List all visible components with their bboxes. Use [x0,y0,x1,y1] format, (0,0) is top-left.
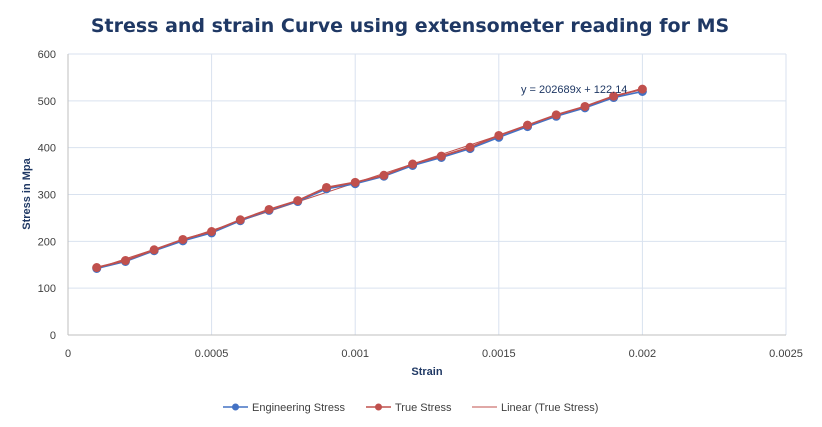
data-point [523,120,533,130]
y-tick-label: 300 [38,190,56,202]
y-tick-labels: 0 100 200 300 400 500 600 [38,49,56,342]
legend-item: Linear (True Stress) [472,402,598,414]
legend-swatch-marker [375,403,382,411]
legend-item: True Stress [366,402,452,414]
x-tick-label: 0 [65,348,71,360]
legend-label: Linear (True Stress) [501,402,598,414]
trendline-equation: y = 202689x + 122.14 [521,84,627,96]
series-engineering-stress [92,86,647,273]
x-tick-label: 0.0005 [195,348,229,360]
legend-label: True Stress [395,402,452,414]
x-tick-label: 0.002 [629,348,657,360]
y-tick-label: 600 [38,49,56,61]
y-tick-label: 500 [38,96,56,108]
axes [67,54,786,336]
data-point [408,159,418,169]
y-tick-label: 400 [38,143,56,155]
data-point [235,215,245,225]
data-point [637,84,647,94]
data-point [436,151,446,161]
data-point [120,256,130,266]
x-tick-labels: 0 0.0005 0.001 0.0015 0.002 0.0025 [65,348,803,360]
y-tick-label: 200 [38,236,56,248]
gridlines [68,53,787,335]
data-point [379,170,389,180]
legend-swatch-marker [232,403,239,411]
y-tick-label: 0 [50,330,56,342]
x-tick-label: 0.0015 [482,348,516,360]
series-line [96,90,643,270]
data-point [293,196,303,206]
legend-label: Engineering Stress [252,402,345,414]
y-tick-label: 100 [38,283,56,295]
legend-item: Engineering Stress [223,402,345,414]
data-point [465,142,475,152]
data-point [494,130,504,140]
x-tick-label: 0.001 [341,348,369,360]
series-true-stress [92,84,647,273]
legend: Engineering Stress True Stress Linear (Tru… [223,402,598,414]
data-point [264,204,274,214]
data-point [350,177,360,187]
data-point [609,91,619,101]
data-point [207,226,217,236]
series-line [96,88,643,269]
series-layer [92,84,647,273]
data-point [580,101,590,111]
y-axis-label: Stress in Mpa [21,157,33,229]
data-point [149,245,159,255]
x-axis-label: Strain [411,366,442,378]
data-point [551,110,561,120]
data-point [178,234,188,244]
chart-title: Stress and strain Curve using extensomet… [91,15,729,37]
x-tick-label: 0.0025 [769,348,803,360]
data-point [92,263,102,273]
data-point [321,182,331,192]
